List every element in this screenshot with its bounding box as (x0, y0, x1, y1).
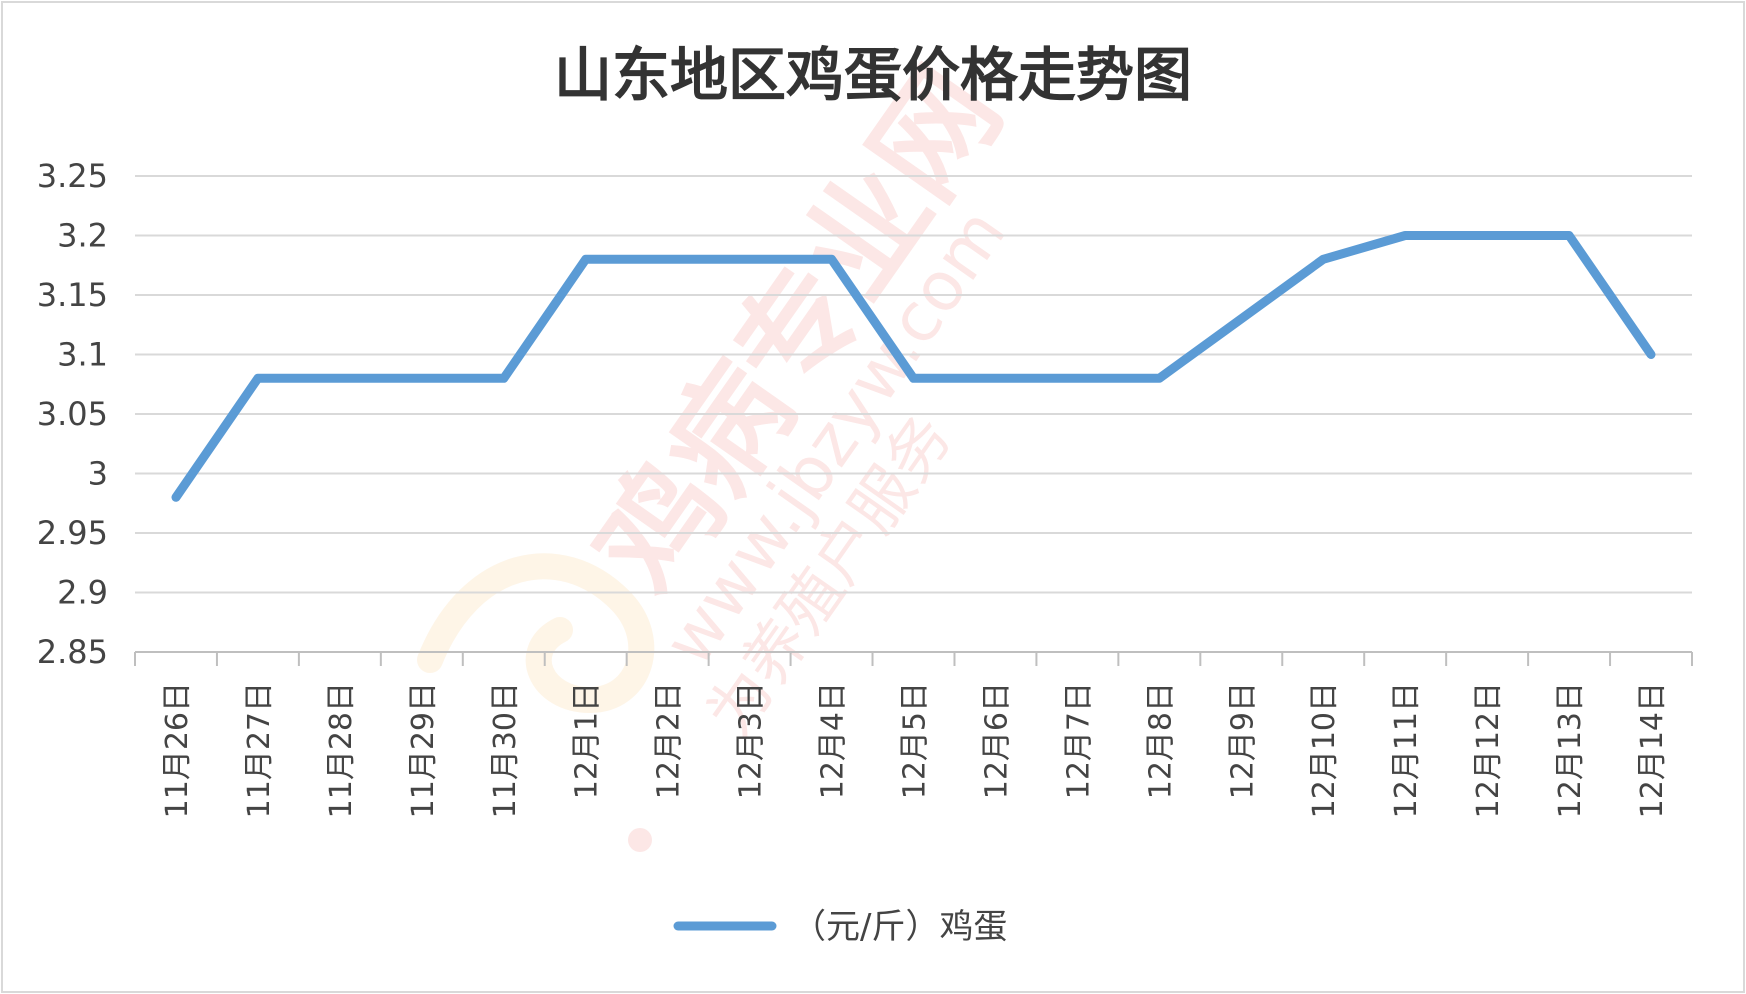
x-tick-label: 12月4日 (816, 682, 851, 799)
series-lines (171, 231, 1656, 502)
x-axis-ticks: 11月26日 11月27日 11月28日 11月29日 11月30日 12月1日 12月2日… (160, 682, 1670, 818)
y-tick-label: 3.05 (37, 395, 108, 433)
x-tick-label: 12月13日 (1553, 682, 1588, 818)
y-tick-label: 2.85 (37, 633, 108, 671)
x-axis (134, 651, 1693, 666)
y-tick-label: 2.95 (37, 514, 108, 552)
x-tick-label: 12月6日 (979, 682, 1014, 799)
x-tick-label: 11月26日 (160, 682, 195, 818)
y-tick-label: 3.25 (37, 157, 108, 195)
watermark-dot-icon (628, 828, 652, 852)
legend-label: （元/斤）鸡蛋 (792, 907, 1007, 947)
watermark-swirl-icon (417, 553, 655, 714)
x-tick-label: 12月14日 (1635, 682, 1670, 818)
x-tick-label: 11月28日 (324, 682, 359, 818)
x-tick-label: 12月3日 (734, 682, 769, 799)
x-tick-label: 12月2日 (652, 682, 687, 799)
x-tick-label: 12月7日 (1061, 682, 1096, 799)
x-tick-label: 12月8日 (1143, 682, 1178, 799)
grid-lines (135, 175, 1692, 594)
series-line (171, 231, 1656, 502)
y-tick-label: 2.9 (57, 574, 108, 612)
y-tick-label: 3.15 (37, 276, 108, 314)
x-tick-label: 12月1日 (570, 682, 605, 799)
y-axis-ticks: 3.25 3.2 3.15 3.1 3.05 3 2.95 2.9 2.85 (37, 157, 108, 671)
x-tick-label: 12月10日 (1307, 682, 1342, 818)
legend: （元/斤）鸡蛋 (673, 907, 1007, 947)
x-tick-label: 11月27日 (242, 682, 277, 818)
x-tick-label: 12月9日 (1225, 682, 1260, 799)
y-tick-label: 3.1 (57, 336, 108, 374)
y-tick-label: 3 (88, 455, 108, 493)
y-tick-label: 3.2 (57, 217, 108, 255)
x-tick-label: 12月5日 (898, 682, 933, 799)
x-tick-label: 11月30日 (488, 682, 523, 818)
x-tick-label: 12月11日 (1389, 682, 1424, 818)
chart-title: 山东地区鸡蛋价格走势图 (554, 41, 1192, 109)
x-tick-label: 11月29日 (406, 682, 441, 818)
x-tick-label: 12月12日 (1471, 682, 1506, 818)
